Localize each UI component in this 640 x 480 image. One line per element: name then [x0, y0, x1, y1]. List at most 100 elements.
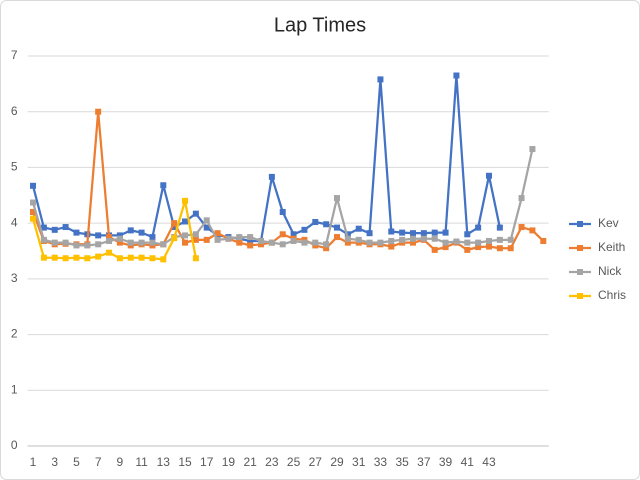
series-marker [420, 235, 427, 242]
series-marker [475, 244, 482, 251]
x-tick-label: 23 [265, 455, 279, 469]
series-marker [344, 231, 351, 238]
series-marker [268, 239, 275, 246]
series-marker [323, 221, 330, 228]
series-marker [366, 239, 373, 246]
series-marker [182, 218, 189, 225]
series-marker [106, 249, 113, 256]
series-marker [268, 173, 275, 180]
series-marker [279, 241, 286, 248]
series-marker [40, 236, 47, 243]
series-marker [95, 232, 102, 239]
series-marker [409, 230, 416, 237]
series-marker [258, 237, 265, 244]
legend-marker [577, 293, 583, 299]
chart-title: Lap Times [274, 14, 366, 36]
series-marker [30, 199, 37, 206]
series-marker [116, 232, 123, 239]
series-marker [496, 236, 503, 243]
x-tick-label: 37 [417, 455, 431, 469]
series-marker [518, 195, 525, 202]
series-marker [485, 237, 492, 244]
series-marker [312, 239, 319, 246]
series-marker [334, 234, 341, 241]
series-marker [214, 236, 221, 243]
x-tick-label: 7 [95, 455, 102, 469]
series-marker [507, 236, 514, 243]
y-tick-label: 2 [11, 327, 18, 341]
series-marker [507, 245, 514, 252]
series-marker [149, 255, 156, 262]
series-marker [431, 246, 438, 253]
legend-label: Kev [598, 216, 619, 230]
series-marker [290, 231, 297, 238]
series-marker [116, 235, 123, 242]
series-marker [323, 245, 330, 252]
x-tick-label: 33 [374, 455, 388, 469]
series-marker [334, 195, 341, 202]
series-marker [95, 253, 102, 260]
series-marker [247, 237, 254, 244]
x-tick-label: 27 [309, 455, 323, 469]
series-marker [182, 239, 189, 246]
series-marker [529, 146, 536, 153]
series-marker [106, 237, 113, 244]
x-tick-label: 11 [135, 455, 148, 469]
series-marker [40, 254, 47, 261]
series-marker [323, 241, 330, 248]
series-marker [399, 229, 406, 236]
series-marker [247, 242, 254, 249]
series-marker [51, 254, 58, 261]
series-marker [203, 224, 210, 231]
series-marker [30, 182, 37, 189]
series-marker [182, 232, 189, 239]
series-marker [171, 224, 178, 231]
series-marker [214, 230, 221, 237]
x-tick-label: 3 [51, 455, 58, 469]
series-marker [84, 242, 91, 249]
series-line [31, 199, 197, 261]
series-marker [40, 224, 47, 231]
series-marker [344, 239, 351, 246]
legend-label: Keith [598, 240, 625, 254]
series-marker [279, 231, 286, 238]
series-marker [355, 225, 362, 232]
series-marker [84, 255, 91, 262]
series-marker [73, 242, 80, 249]
x-tick-label: 9 [117, 455, 124, 469]
series-marker [62, 255, 69, 262]
y-tick-label: 4 [11, 215, 18, 229]
y-tick-label: 1 [11, 382, 18, 396]
x-tick-label: 21 [243, 455, 257, 469]
x-tick-label: 1 [30, 455, 37, 469]
series-marker [182, 197, 189, 204]
series-marker [73, 254, 80, 261]
y-tick-label: 5 [11, 160, 18, 174]
series-marker [203, 217, 210, 224]
series-marker [138, 254, 145, 261]
series-marker [258, 241, 265, 248]
series-marker [116, 255, 123, 262]
series-marker [496, 224, 503, 231]
series-marker [225, 235, 232, 242]
series-marker [485, 172, 492, 179]
series-marker [388, 228, 395, 235]
x-tick-label: 35 [395, 455, 409, 469]
x-tick-label: 41 [461, 455, 475, 469]
series-marker [420, 230, 427, 237]
x-tick-label: 19 [222, 455, 236, 469]
series-marker [388, 243, 395, 250]
series-marker [399, 236, 406, 243]
series-marker [247, 234, 254, 241]
series-marker [138, 229, 145, 236]
series-marker [518, 224, 525, 231]
series-marker [453, 238, 460, 245]
series-marker [377, 76, 384, 83]
series-marker [290, 237, 297, 244]
x-tick-label: 13 [157, 455, 171, 469]
y-tick-label: 6 [11, 104, 18, 118]
series-marker [377, 239, 384, 246]
series-marker [464, 231, 471, 238]
x-tick-label: 5 [73, 455, 80, 469]
